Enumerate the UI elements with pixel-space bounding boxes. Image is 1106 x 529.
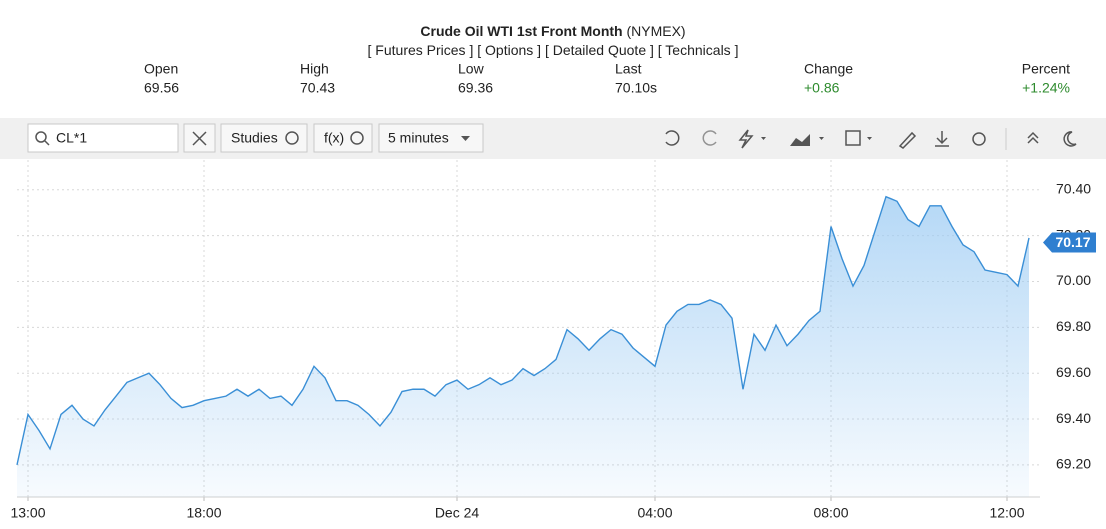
- collapse[interactable]: [1027, 131, 1039, 144]
- redo[interactable]: [702, 130, 717, 146]
- stat-value: 70.43: [300, 80, 335, 96]
- stats: Open 69.56 High 70.43 Low 69.36 Last 70.10s Chan…: [144, 61, 1070, 96]
- nav-links: [ Futures Prices ] [ Options ] [ Detaile…: [368, 42, 739, 58]
- stat-label: Low: [458, 61, 485, 77]
- y-tick-label: 69.80: [1056, 318, 1091, 334]
- undo[interactable]: [665, 130, 680, 146]
- exchange: (NYMEX): [626, 23, 685, 39]
- symbol-search[interactable]: [27, 123, 179, 153]
- x-tick-label: 13:00: [10, 505, 45, 521]
- plus-icon: [350, 131, 364, 145]
- nav-link[interactable]: [ Technicals ]: [658, 42, 739, 58]
- nav-link[interactable]: [ Options ]: [477, 42, 541, 58]
- stat-label: Percent: [1022, 61, 1070, 77]
- stat-value: 70.10s: [615, 80, 657, 96]
- last-price-tag: [1043, 232, 1096, 253]
- y-tick-label: 69.40: [1056, 410, 1091, 426]
- stat-value: +0.86: [804, 80, 840, 96]
- x-tick-label: 04:00: [637, 505, 672, 521]
- nav-link[interactable]: [ Futures Prices ]: [368, 42, 474, 58]
- layout[interactable]: [845, 130, 861, 146]
- title-main: Crude Oil WTI 1st Front Month: [420, 23, 622, 39]
- studies-button[interactable]: [220, 123, 308, 153]
- events[interactable]: [738, 129, 754, 149]
- stat-value: 69.56: [144, 80, 179, 96]
- y-tick-label: 69.60: [1056, 364, 1091, 380]
- fx: f(x): [324, 130, 344, 146]
- last-price-label: 70.17: [1055, 234, 1090, 250]
- area-fill: [17, 196, 1029, 497]
- toolbar-icons: [665, 128, 1077, 150]
- settings[interactable]: [972, 132, 986, 146]
- studies: Studies: [231, 130, 278, 146]
- search-icon: [44, 140, 50, 146]
- shuffle-icon: [192, 131, 207, 146]
- stat-label: Last: [615, 61, 642, 77]
- x-tick-label: 08:00: [813, 505, 848, 521]
- stat-label: High: [300, 61, 329, 77]
- y-tick-label: 70.40: [1056, 181, 1091, 197]
- stat-value: +1.24%: [1022, 80, 1070, 96]
- draw[interactable]: [898, 131, 917, 149]
- dark-mode[interactable]: [1063, 131, 1077, 147]
- plus-icon: [285, 131, 299, 145]
- caret: [461, 136, 470, 141]
- plot: 69.2069.4069.6069.8070.0070.2070.4013:00…: [10, 160, 1096, 521]
- chart-type[interactable]: [790, 134, 810, 146]
- title: Crude Oil WTI 1st Front Month (NYMEX): [420, 23, 685, 39]
- price-line: [16, 195, 1030, 466]
- search-icon: [35, 131, 47, 143]
- stat-label: Change: [804, 61, 853, 77]
- stat-value: 69.36: [458, 80, 493, 96]
- symbol: CL*1: [56, 130, 87, 146]
- nav-link[interactable]: [ Detailed Quote ]: [545, 42, 654, 58]
- links-line: [ Futures Prices ] [ Options ] [ Detaile…: [368, 42, 739, 58]
- y-tick-label: 70.00: [1056, 272, 1091, 288]
- interval: 5 minutes: [388, 130, 449, 146]
- stat-label: Open: [144, 61, 178, 77]
- x-tick-label: Dec 24: [435, 505, 480, 521]
- x-tick-label: 12:00: [989, 505, 1024, 521]
- download[interactable]: [935, 131, 949, 147]
- x-tick-label: 18:00: [186, 505, 221, 521]
- y-tick-label: 69.20: [1056, 456, 1091, 472]
